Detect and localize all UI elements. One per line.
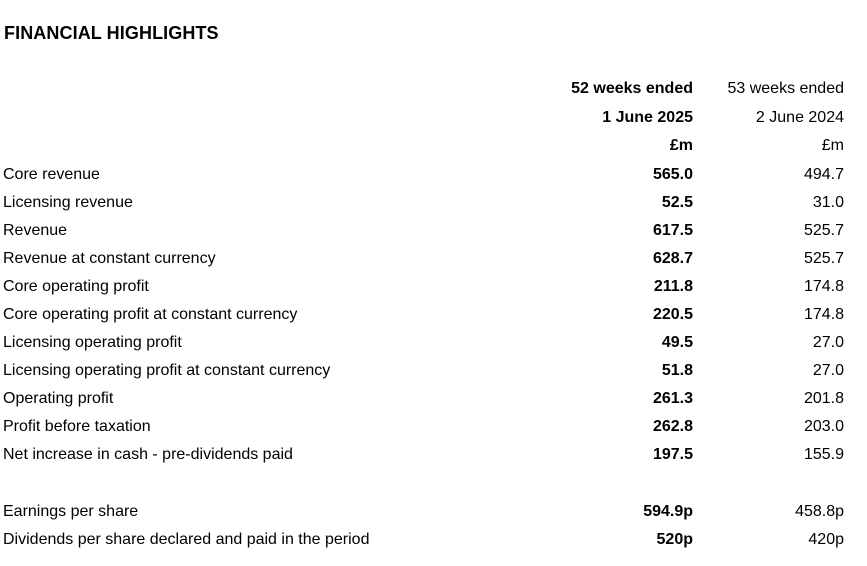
table-row: Licensing operating profit 49.5 27.0 xyxy=(0,329,867,357)
prior-value: 494.7 xyxy=(803,166,844,183)
current-value: 261.3 xyxy=(652,390,693,407)
prior-period-unit: £m xyxy=(821,137,844,154)
table-row: Core operating profit 211.8 174.8 xyxy=(0,273,867,301)
current-value: 220.5 xyxy=(652,306,693,323)
row-label: Licensing operating profit xyxy=(3,334,182,351)
row-label: Licensing operating profit at constant c… xyxy=(3,362,331,379)
prior-value: 27.0 xyxy=(812,362,844,379)
table-row: Licensing revenue 52.5 31.0 xyxy=(0,189,867,217)
table-row: Operating profit 261.3 201.8 xyxy=(0,385,867,413)
prior-value: 525.7 xyxy=(803,250,844,267)
column-header-units: £m £m xyxy=(0,132,867,160)
table-row: Profit before taxation 262.8 203.0 xyxy=(0,413,867,441)
current-value: 197.5 xyxy=(652,446,693,463)
row-label: Profit before taxation xyxy=(3,418,151,435)
prior-value: 31.0 xyxy=(812,194,844,211)
row-label: Core operating profit at constant curren… xyxy=(3,306,298,323)
prior-value: 27.0 xyxy=(812,334,844,351)
row-label: Earnings per share xyxy=(3,503,139,520)
prior-value: 155.9 xyxy=(803,446,844,463)
row-label: Licensing revenue xyxy=(3,194,133,211)
row-label: Revenue at constant currency xyxy=(3,250,216,267)
row-label: Operating profit xyxy=(3,390,114,407)
table-row: Earnings per share 594.9p 458.8p xyxy=(0,498,867,526)
prior-value: 525.7 xyxy=(803,222,844,239)
table-row: Core revenue 565.0 494.7 xyxy=(0,161,867,189)
prior-value: 174.8 xyxy=(803,306,844,323)
current-value: 628.7 xyxy=(652,250,693,267)
table-row: Revenue at constant currency 628.7 525.7 xyxy=(0,245,867,273)
prior-value: 174.8 xyxy=(803,278,844,295)
current-value: 211.8 xyxy=(653,278,693,295)
prior-period-header: 53 weeks ended xyxy=(727,80,844,97)
page-title: FINANCIAL HIGHLIGHTS xyxy=(4,23,219,43)
current-value: 565.0 xyxy=(652,166,693,183)
row-label: Dividends per share declared and paid in… xyxy=(3,531,370,548)
table-row: Dividends per share declared and paid in… xyxy=(0,526,867,554)
current-value: 51.8 xyxy=(661,362,693,379)
current-value: 594.9p xyxy=(643,503,693,520)
table-row: Licensing operating profit at constant c… xyxy=(0,357,867,385)
table-row: Revenue 617.5 525.7 xyxy=(0,217,867,245)
current-value: 52.5 xyxy=(661,194,693,211)
prior-value: 201.8 xyxy=(803,390,844,407)
prior-value: 420p xyxy=(808,531,844,548)
current-value: 262.8 xyxy=(652,418,693,435)
prior-value: 458.8p xyxy=(795,503,844,520)
column-header-line1: 52 weeks ended 53 weeks ended xyxy=(0,75,867,103)
prior-period-date: 2 June 2024 xyxy=(755,109,844,126)
current-period-header: 52 weeks ended xyxy=(571,80,693,97)
current-value: 49.5 xyxy=(661,334,693,351)
table-row: Core operating profit at constant curren… xyxy=(0,301,867,329)
current-value: 520p xyxy=(656,531,693,548)
row-label: Net increase in cash - pre-dividends pai… xyxy=(3,446,293,463)
row-label: Core operating profit xyxy=(3,278,149,295)
table-row: Net increase in cash - pre-dividends pai… xyxy=(0,441,867,469)
current-period-unit: £m xyxy=(669,137,693,154)
row-label: Core revenue xyxy=(3,166,100,183)
current-value: 617.5 xyxy=(652,222,693,239)
column-header-line2: 1 June 2025 2 June 2024 xyxy=(0,104,867,132)
prior-value: 203.0 xyxy=(803,418,844,435)
row-label: Revenue xyxy=(3,222,68,239)
current-period-date: 1 June 2025 xyxy=(602,109,693,126)
